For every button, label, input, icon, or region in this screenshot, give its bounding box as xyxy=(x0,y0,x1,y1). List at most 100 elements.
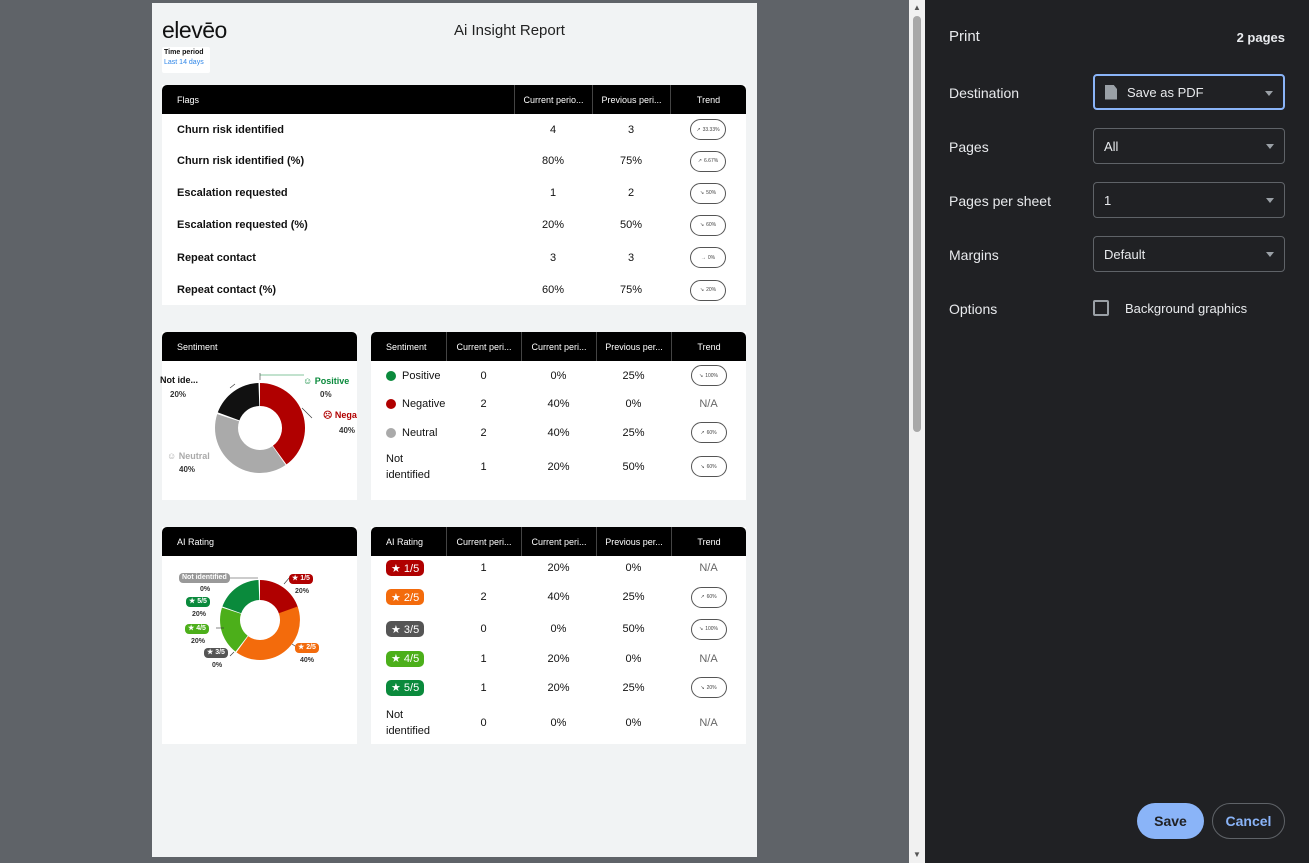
time-period-label: Time period xyxy=(164,49,204,56)
time-period-box: Time period Last 14 days xyxy=(162,47,210,73)
table-row: Positive 0 0% 25% ↘ 100% xyxy=(371,361,746,390)
background-graphics-checkbox[interactable] xyxy=(1093,300,1109,316)
previous-pct: 50% xyxy=(622,623,645,635)
trend-value: 60% xyxy=(706,222,717,228)
trend-pill: ↘ 20% xyxy=(690,279,726,301)
table-row: ★ 5/5 1 20% 25% ↘ 20% xyxy=(371,673,746,702)
rating-badge: ★ 3/5 xyxy=(386,621,425,637)
label-rating-2of5: ★ 2/5 xyxy=(295,643,319,653)
current-count: 2 xyxy=(480,426,487,439)
current-pct: 40% xyxy=(547,398,570,410)
label-positive: ☺ Positive xyxy=(303,376,350,386)
label-negative: ☹ Nega xyxy=(323,410,357,420)
trend-value: 60% xyxy=(706,463,717,470)
flags-table-header: Flags Current perio... Previous peri... … xyxy=(162,85,746,114)
trend-pill: ↘ 60% xyxy=(690,214,726,236)
sentiment-chart-card: Sentiment Not ide... 20% ☺ Positive 0% ☹… xyxy=(160,332,357,500)
donut-slice-not-identified xyxy=(217,383,260,421)
trend-na: N/A xyxy=(699,717,718,729)
current-count: 0 xyxy=(480,369,487,382)
label-negative-pct: 40% xyxy=(339,426,356,435)
current-count: 0 xyxy=(480,717,487,729)
time-period-value: Last 14 days xyxy=(164,59,204,66)
trend-up-arrow-icon: ↗ xyxy=(697,158,702,164)
flag-label: Escalation requested xyxy=(177,187,288,199)
rating-label-cell: ★ 4/5 xyxy=(371,650,446,667)
scroll-down-arrow-icon[interactable]: ▼ xyxy=(913,850,921,859)
pages-per-sheet-select[interactable]: 1 xyxy=(1093,182,1285,218)
sentiment-rows: Positive 0 0% 25% ↘ 100% Negative 2 40% 0% N/A Neut… xyxy=(371,361,746,486)
pages-select[interactable]: All xyxy=(1093,128,1285,164)
donut-slice-neutral xyxy=(215,414,286,473)
current-pct-col-header: Current peri... xyxy=(521,332,596,361)
trend-pill: ↘ 100% xyxy=(690,365,727,386)
sentiment-label: Positive xyxy=(371,370,446,382)
previous-value: 75% xyxy=(619,155,643,167)
logo: elevēo xyxy=(162,17,227,43)
label-rating-2of5-pct: 40% xyxy=(300,657,315,664)
rating-badge: ★ 1/5 xyxy=(386,560,425,576)
trend-cell: ↘ 60% xyxy=(671,456,746,477)
label-rating-not-identified: Not identified xyxy=(179,573,230,583)
scrollbar-thumb[interactable] xyxy=(913,16,921,432)
rating-table-header: AI Rating Current peri... Current peri..… xyxy=(371,527,746,556)
trend-cell: ↘ 20% xyxy=(671,677,746,698)
background-graphics-label[interactable]: Background graphics xyxy=(1125,301,1248,316)
label-rating-5of5-pct: 20% xyxy=(192,611,207,618)
current-count: 2 xyxy=(480,398,487,410)
previous-value: 3 xyxy=(627,123,635,136)
flag-label: Escalation requested (%) xyxy=(177,219,308,231)
trend-cell: ↗ 33.33% xyxy=(670,119,746,140)
cancel-button[interactable]: Cancel xyxy=(1212,803,1285,839)
rating-table: AI Rating Current peri... Current peri..… xyxy=(371,527,746,744)
trend-cell: ↘ 20% xyxy=(670,279,746,301)
options-label: Options xyxy=(949,301,998,317)
margins-select[interactable]: Default xyxy=(1093,236,1285,272)
table-row: Negative 2 40% 0% N/A xyxy=(371,390,746,418)
current-count: 2 xyxy=(480,591,487,603)
frown-face-icon xyxy=(386,399,396,410)
current-count: 1 xyxy=(480,652,487,665)
save-button[interactable]: Save xyxy=(1137,803,1204,839)
trend-cell: ↗ 60% xyxy=(671,422,746,443)
current-count-col-header: Current peri... xyxy=(446,527,521,556)
sentiment-label: Negative xyxy=(371,398,446,410)
page-count: 2 pages xyxy=(1236,30,1285,45)
rating-chart-header: AI Rating xyxy=(162,527,357,556)
preview-page: elevēo Time period Last 14 days Ai Insig… xyxy=(152,3,757,857)
sentiment-donut-chart xyxy=(215,373,313,473)
sentiment-table-header: Sentiment Current peri... Current peri..… xyxy=(371,332,746,361)
rating-chart-card: AI Rating Not identified 0% ★ 1/5 20% xyxy=(162,527,357,744)
rating-rows: ★ 1/5 1 20% 0% N/A ★ 2/5 2 40% 25% ↗ 60% ★ 3/5 0 0% 50… xyxy=(371,556,746,744)
current-pct: 40% xyxy=(547,591,570,603)
previous-col-header: Previous per... xyxy=(596,332,671,361)
sentiment-col-header: Sentiment xyxy=(386,341,427,352)
donut-slice-2of5 xyxy=(236,606,300,660)
table-row: ★ 4/5 1 20% 0% N/A xyxy=(371,644,746,673)
table-row: ★ 2/5 2 40% 25% ↗ 60% xyxy=(371,580,746,614)
previous-pct: 0% xyxy=(625,398,642,410)
previous-col-header: Previous per... xyxy=(596,527,671,556)
label-not-identified-pct: 20% xyxy=(170,390,187,399)
trend-up-arrow-icon: ↗ xyxy=(700,429,705,436)
report-title: Ai Insight Report xyxy=(454,22,565,39)
sentiment-chart-title: Sentiment xyxy=(177,341,218,352)
trend-pill: → 0% xyxy=(690,247,726,268)
destination-label: Destination xyxy=(949,85,1020,101)
donut-slice-5of5 xyxy=(222,580,260,614)
trend-cell: N/A xyxy=(671,717,746,729)
trend-cell: ↘ 60% xyxy=(670,214,746,236)
chevron-down-icon xyxy=(1266,144,1274,149)
destination-select[interactable]: Save as PDF xyxy=(1093,74,1285,110)
pages-value: All xyxy=(1104,138,1119,154)
scroll-up-arrow-icon[interactable]: ▲ xyxy=(913,3,921,12)
sentiment-label: Neutral xyxy=(371,427,446,439)
trend-cell: N/A xyxy=(671,562,746,574)
preview-scrollbar[interactable]: ▲ ▼ xyxy=(909,0,925,863)
trend-cell: ↘ 100% xyxy=(671,365,746,386)
rating-badge: ★ 5/5 xyxy=(386,679,425,696)
trend-cell: ↗ 60% xyxy=(671,586,746,608)
current-pct: 20% xyxy=(547,460,570,473)
pages-label: Pages xyxy=(949,139,989,155)
previous-pct: 25% xyxy=(622,591,645,603)
